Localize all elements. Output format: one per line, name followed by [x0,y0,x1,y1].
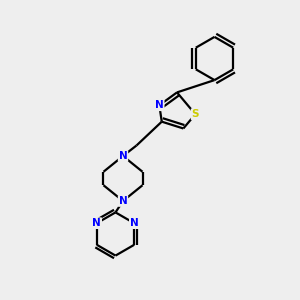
Text: N: N [155,100,164,110]
Text: N: N [118,151,127,161]
Text: N: N [118,196,127,206]
Text: S: S [192,109,199,119]
Text: N: N [130,218,139,228]
Text: N: N [92,218,101,228]
